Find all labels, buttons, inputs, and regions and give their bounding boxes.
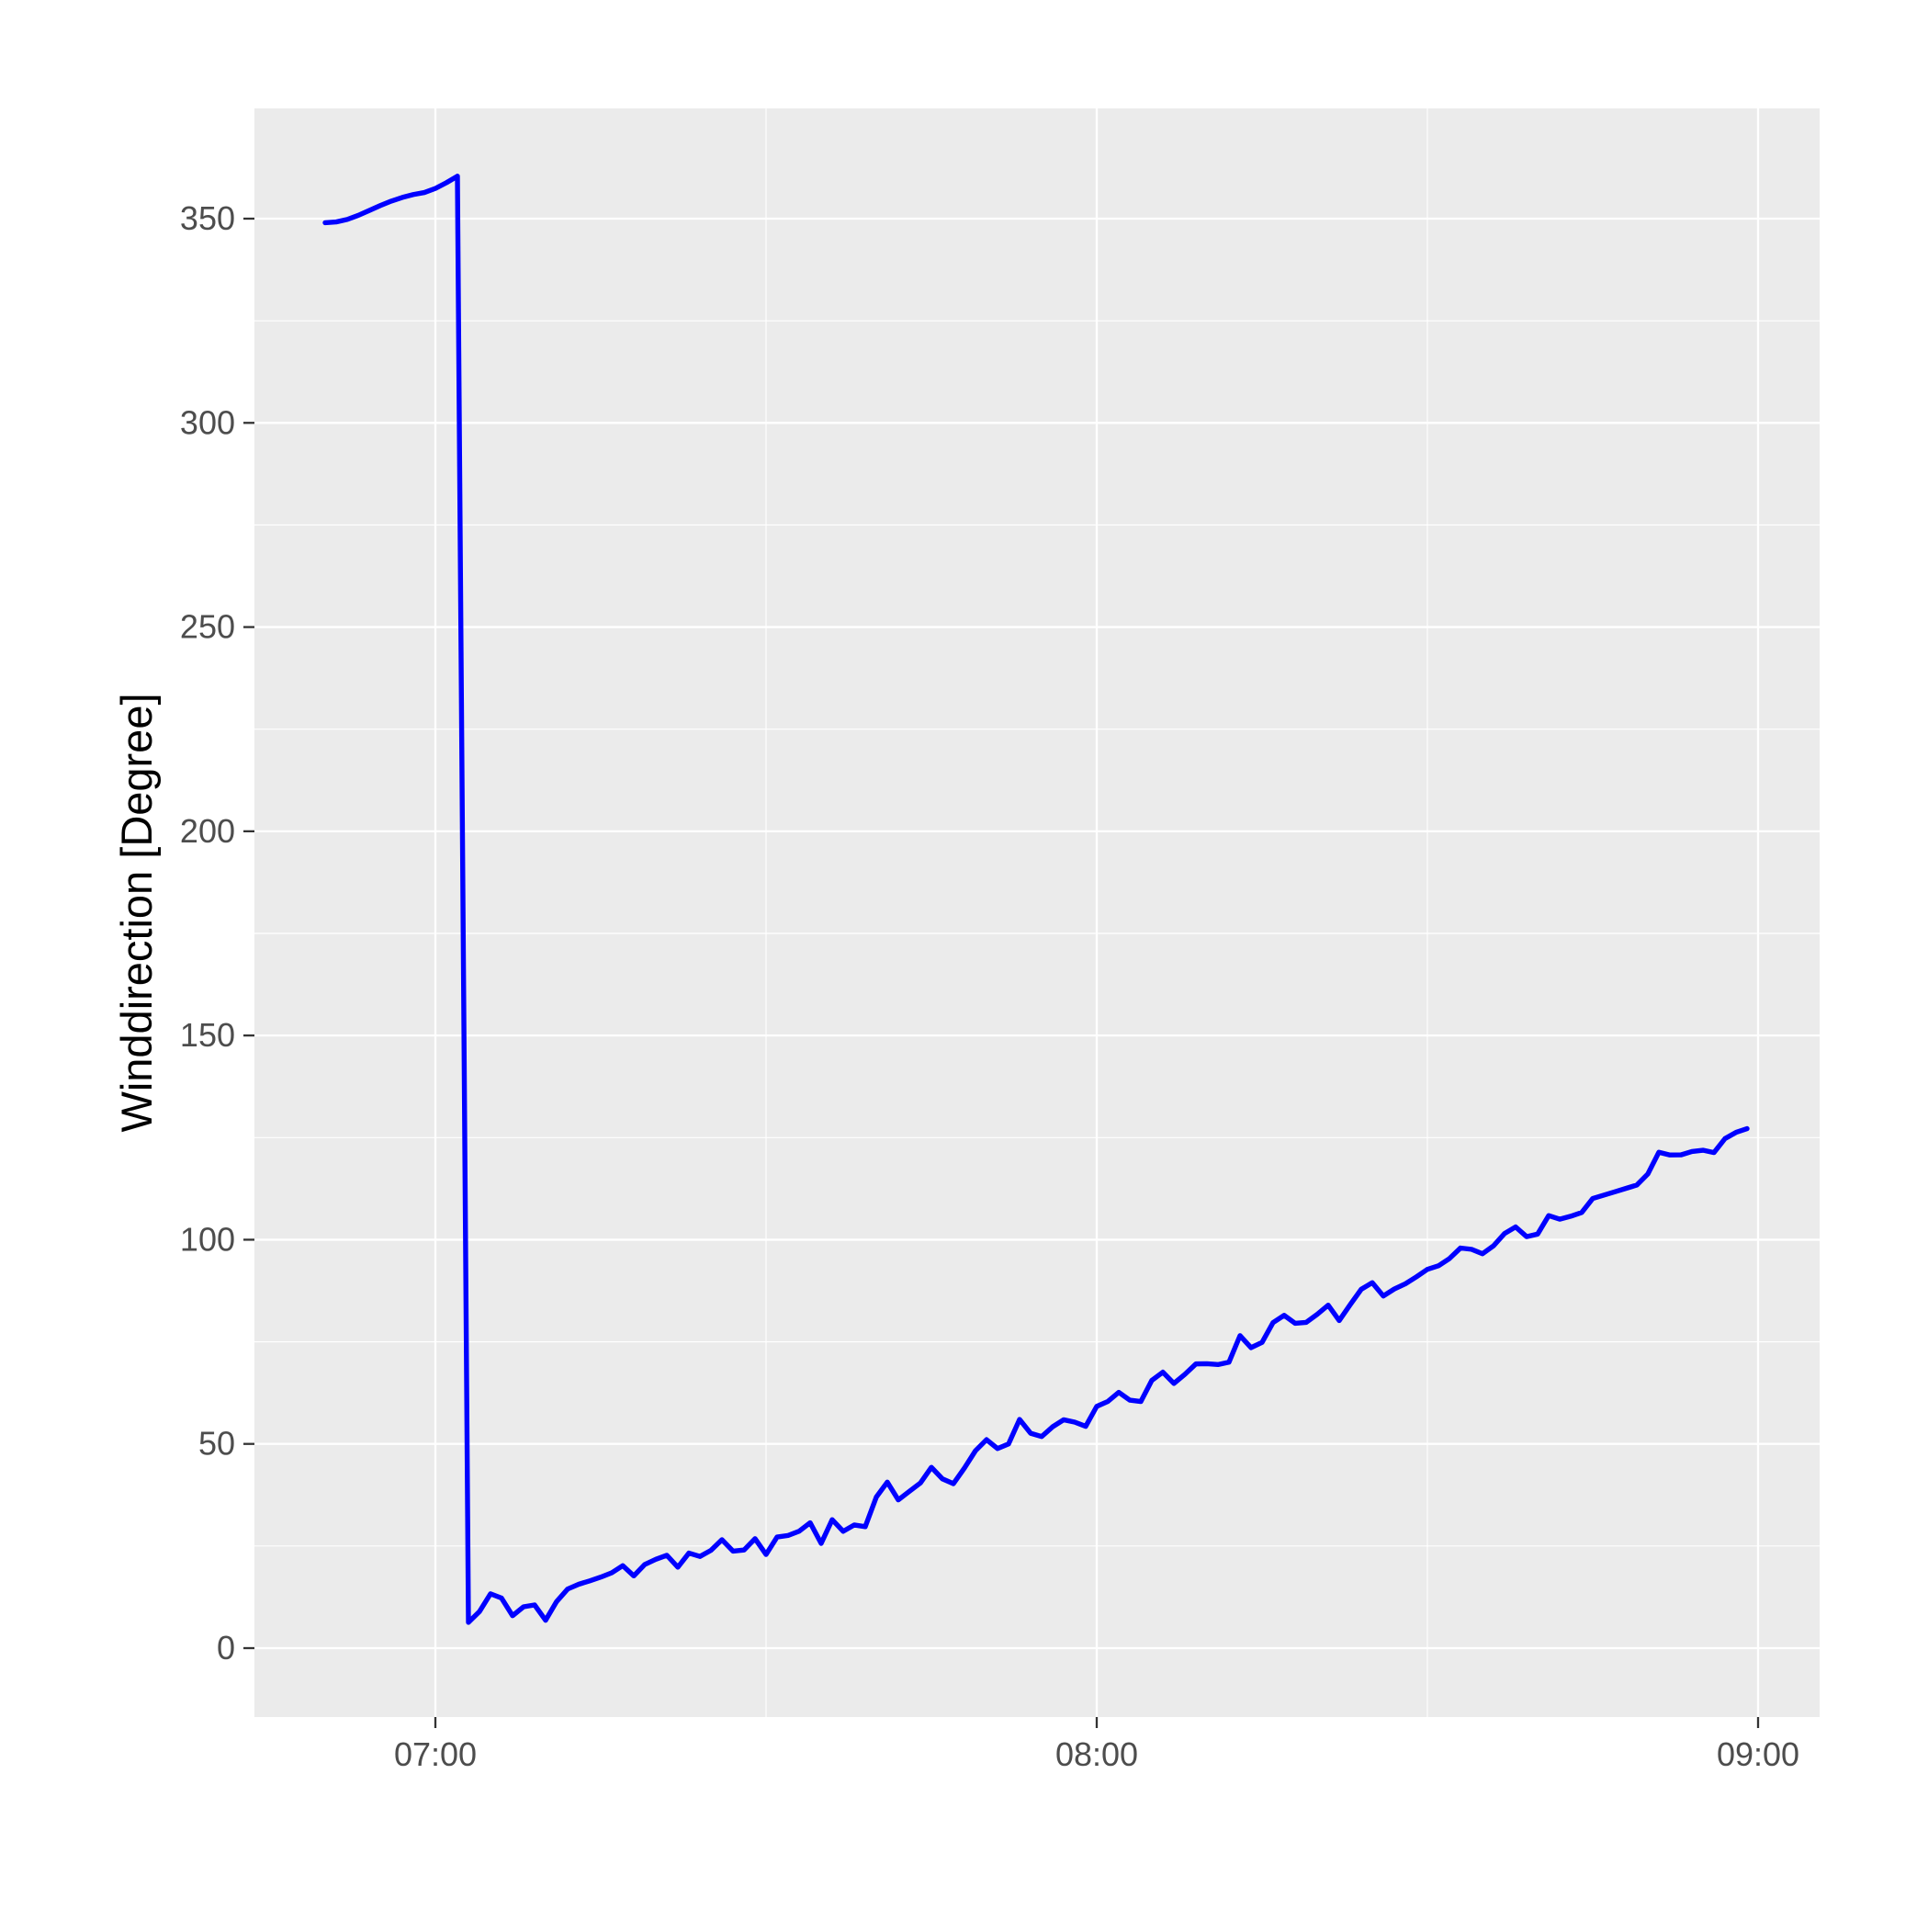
svg-text:350: 350 [180, 199, 235, 237]
svg-text:250: 250 [180, 608, 235, 646]
svg-text:08:00: 08:00 [1055, 1735, 1138, 1773]
svg-text:50: 50 [198, 1425, 235, 1463]
svg-text:200: 200 [180, 812, 235, 850]
svg-text:150: 150 [180, 1016, 235, 1054]
svg-text:09:00: 09:00 [1717, 1735, 1799, 1773]
svg-text:07:00: 07:00 [394, 1735, 477, 1773]
svg-text:100: 100 [180, 1220, 235, 1258]
svg-text:300: 300 [180, 403, 235, 441]
svg-text:0: 0 [217, 1629, 235, 1666]
svg-text:Winddirection [Degree]: Winddirection [Degree] [112, 693, 161, 1132]
